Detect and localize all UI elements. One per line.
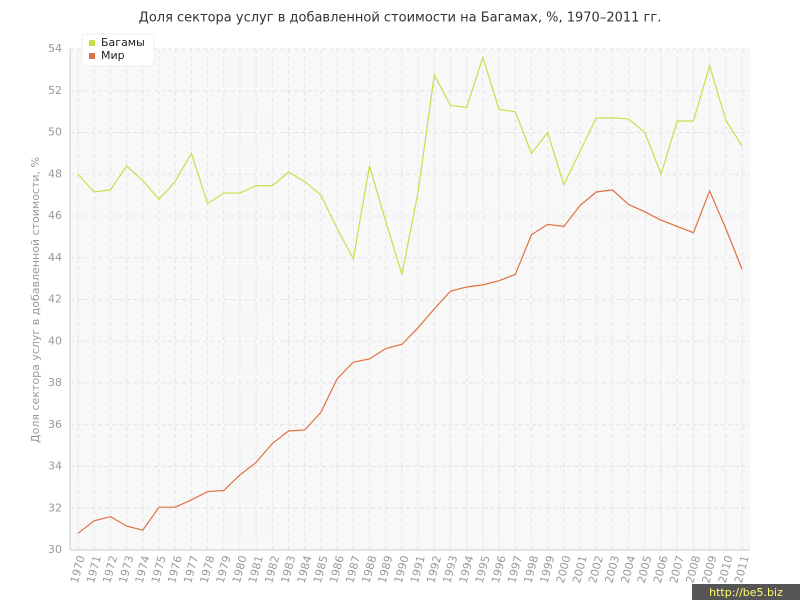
chart-title: Доля сектора услуг в добавленной стоимос… bbox=[139, 11, 662, 26]
legend-box bbox=[81, 33, 155, 67]
series-line bbox=[77, 189, 743, 534]
y-tick-label: 36 bbox=[48, 418, 62, 431]
y-tick-label: 34 bbox=[48, 460, 62, 473]
watermark: http://be5.biz bbox=[709, 586, 783, 599]
y-tick-label: 42 bbox=[48, 293, 62, 306]
legend-text: Мир bbox=[101, 49, 125, 62]
y-tick-label: 30 bbox=[48, 543, 62, 556]
y-tick-label: 38 bbox=[48, 376, 62, 389]
y-tick-label: 48 bbox=[48, 167, 62, 180]
watermark-bg bbox=[692, 584, 800, 600]
legend-text: Багамы bbox=[101, 36, 145, 49]
y-tick-label: 50 bbox=[48, 126, 62, 139]
series-line bbox=[77, 55, 743, 275]
y-tick-label: 32 bbox=[48, 501, 62, 514]
y-axis-label: Доля сектора услуг в добавленной стоимос… bbox=[29, 157, 42, 443]
y-tick-label: 40 bbox=[48, 334, 62, 347]
legend-swatch bbox=[89, 40, 95, 46]
legend-swatch bbox=[89, 53, 95, 59]
y-tick-label: 52 bbox=[48, 84, 62, 97]
y-tick-label: 54 bbox=[48, 42, 62, 55]
y-tick-label: 46 bbox=[48, 209, 62, 222]
y-tick-label: 44 bbox=[48, 251, 62, 264]
